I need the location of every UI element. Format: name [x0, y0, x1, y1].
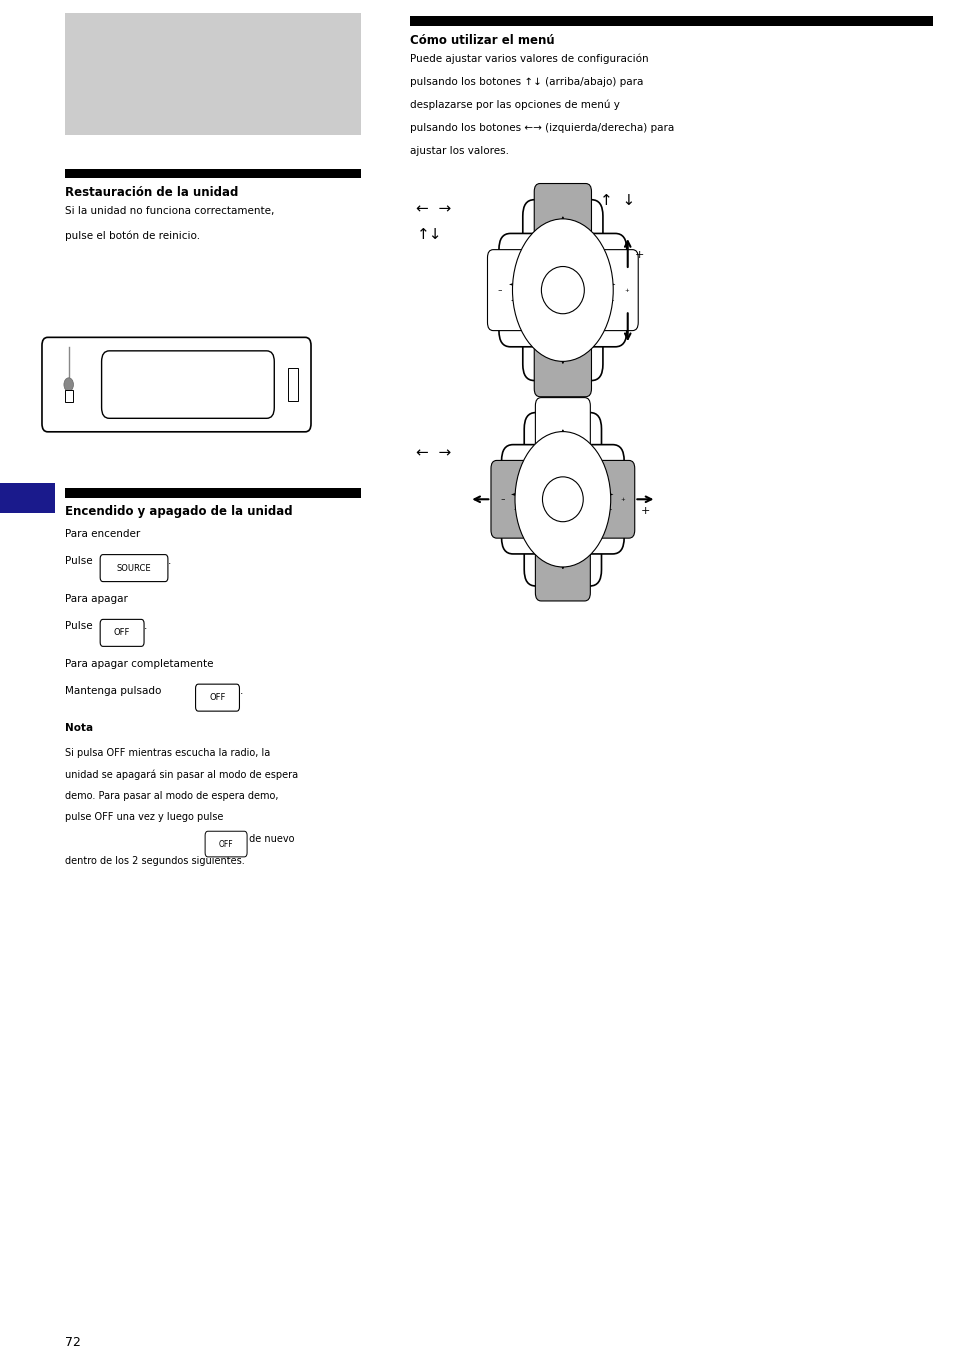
FancyBboxPatch shape — [491, 461, 540, 538]
Text: −: − — [497, 288, 501, 292]
FancyBboxPatch shape — [586, 250, 638, 331]
FancyBboxPatch shape — [524, 412, 600, 585]
Text: ↑  ↓: ↑ ↓ — [599, 193, 634, 208]
Bar — [65, 488, 360, 498]
Text: Pulse: Pulse — [65, 556, 92, 566]
Text: +: + — [559, 449, 565, 454]
Bar — [65, 169, 360, 178]
Text: pulsando los botones ↑↓ (arriba/abajo) para: pulsando los botones ↑↓ (arriba/abajo) p… — [410, 77, 643, 87]
Text: ◄: ◄ — [513, 506, 517, 511]
Text: pulsando los botones ←→ (izquierda/derecha) para: pulsando los botones ←→ (izquierda/derec… — [410, 123, 674, 132]
Text: ◄: ◄ — [511, 297, 515, 303]
Text: ◄◄: ◄◄ — [511, 491, 519, 496]
FancyBboxPatch shape — [100, 554, 168, 581]
Text: dentro de los 2 segundos siguientes.: dentro de los 2 segundos siguientes. — [65, 856, 244, 865]
FancyBboxPatch shape — [584, 461, 634, 538]
Text: demo. Para pasar al modo de espera demo,: demo. Para pasar al modo de espera demo, — [65, 791, 278, 800]
Text: Mantenga pulsado: Mantenga pulsado — [65, 685, 161, 695]
Text: Restauración de la unidad: Restauración de la unidad — [65, 187, 238, 199]
Bar — [288, 368, 297, 400]
FancyBboxPatch shape — [205, 831, 247, 857]
FancyBboxPatch shape — [498, 234, 626, 347]
Text: pulse OFF una vez y luego pulse: pulse OFF una vez y luego pulse — [65, 813, 223, 822]
Text: −: − — [500, 496, 504, 502]
Ellipse shape — [542, 477, 582, 522]
FancyBboxPatch shape — [487, 250, 538, 331]
Circle shape — [64, 377, 73, 391]
Text: ►►: ►► — [608, 281, 616, 287]
Text: −: − — [559, 337, 565, 342]
FancyBboxPatch shape — [42, 338, 311, 431]
FancyBboxPatch shape — [195, 684, 239, 711]
Text: +: + — [623, 288, 628, 292]
Circle shape — [515, 431, 610, 566]
Text: −: − — [559, 544, 565, 549]
Text: +: + — [559, 237, 565, 242]
Text: 72: 72 — [65, 1336, 81, 1349]
Text: OFF: OFF — [218, 840, 233, 849]
Bar — [0, 483, 55, 512]
Text: .: . — [144, 621, 148, 631]
Bar — [65, 389, 73, 402]
Ellipse shape — [540, 266, 583, 314]
FancyBboxPatch shape — [534, 324, 591, 396]
Text: ←  →: ← → — [416, 201, 451, 216]
FancyBboxPatch shape — [522, 200, 602, 380]
Circle shape — [512, 219, 613, 361]
Text: Puede ajustar varios valores de configuración: Puede ajustar varios valores de configur… — [410, 54, 648, 65]
Text: ►►: ►► — [605, 491, 614, 496]
Text: OFF: OFF — [113, 629, 131, 637]
Text: Si pulsa OFF mientras escucha la radio, la: Si pulsa OFF mientras escucha la radio, … — [65, 748, 270, 757]
Text: Para apagar completamente: Para apagar completamente — [65, 658, 213, 668]
Text: ►: ► — [607, 506, 612, 511]
Text: Pulse: Pulse — [65, 621, 92, 631]
Text: unidad se apagará sin pasar al modo de espera: unidad se apagará sin pasar al modo de e… — [65, 769, 297, 780]
Text: ajustar los valores.: ajustar los valores. — [410, 146, 509, 155]
FancyBboxPatch shape — [535, 397, 590, 468]
FancyBboxPatch shape — [101, 352, 274, 418]
Text: ►: ► — [610, 297, 614, 303]
Text: SOURCE: SOURCE — [116, 564, 152, 573]
Text: .: . — [239, 685, 243, 695]
Text: .: . — [168, 556, 172, 566]
Text: OFF: OFF — [209, 694, 226, 702]
Text: Nota: Nota — [65, 723, 92, 733]
FancyBboxPatch shape — [100, 619, 144, 646]
FancyBboxPatch shape — [501, 445, 623, 554]
Text: pulse el botón de reinicio.: pulse el botón de reinicio. — [65, 231, 200, 241]
Text: Para apagar: Para apagar — [65, 594, 128, 604]
Text: de nuevo: de nuevo — [246, 834, 294, 844]
Text: ◄◄: ◄◄ — [509, 281, 517, 287]
Text: ↑↓: ↑↓ — [416, 227, 441, 242]
Text: Cómo utilizar el menú: Cómo utilizar el menú — [410, 34, 555, 47]
Bar — [65, 14, 360, 135]
FancyBboxPatch shape — [534, 184, 591, 257]
Text: Si la unidad no funciona correctamente,: Si la unidad no funciona correctamente, — [65, 207, 274, 216]
Text: ←  →: ← → — [416, 445, 451, 460]
Text: desplazarse por las opciones de menú y: desplazarse por las opciones de menú y — [410, 100, 619, 111]
Bar — [410, 16, 932, 26]
Text: +: + — [634, 250, 643, 260]
FancyBboxPatch shape — [535, 531, 590, 600]
Text: +: + — [619, 496, 624, 502]
Text: Encendido y apagado de la unidad: Encendido y apagado de la unidad — [65, 504, 293, 518]
Text: Para encender: Para encender — [65, 529, 140, 539]
Text: +: + — [640, 506, 650, 516]
